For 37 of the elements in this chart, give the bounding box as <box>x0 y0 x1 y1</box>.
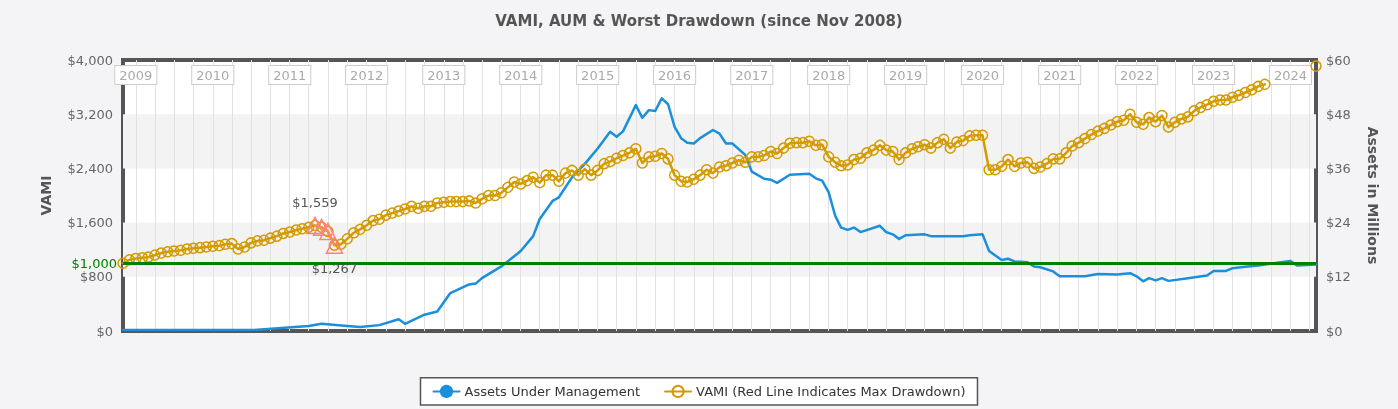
x-tick-label: 2015 <box>581 68 615 83</box>
y-tick-label: $1,600 <box>67 215 113 231</box>
x-tick-label: 2010 <box>196 68 230 83</box>
legend-label: Assets Under Management <box>464 383 641 399</box>
y-tick-label: $0 <box>96 323 113 339</box>
x-tick-label: 2009 <box>119 68 153 83</box>
y2-axis-title: Assets in Millions <box>1365 126 1381 265</box>
x-tick-label: 2016 <box>658 68 692 83</box>
y-tick-label: $800 <box>79 269 113 285</box>
y2-tick-label: $12 <box>1326 269 1351 285</box>
y2-tick-label: $60 <box>1326 52 1351 68</box>
x-tick-label: 2019 <box>889 68 923 83</box>
data-label: $1,559 <box>292 194 338 210</box>
y2-tick-label: $24 <box>1326 215 1351 231</box>
y-tick-label: $3,200 <box>67 106 113 122</box>
x-tick-label: 2021 <box>1043 68 1077 83</box>
x-tick-label: 2017 <box>735 68 769 83</box>
x-tick-label: 2023 <box>1197 68 1231 83</box>
y2-tick-label: $48 <box>1326 106 1351 122</box>
x-tick-label: 2013 <box>427 68 461 83</box>
x-tick-label: 2024 <box>1273 68 1308 83</box>
legend-label: VAMI (Red Line Indicates Max Drawdown) <box>696 383 966 399</box>
y-tick-label: $2,400 <box>67 160 113 176</box>
y2-tick-label: $36 <box>1326 160 1351 176</box>
chart-title: VAMI, AUM & Worst Drawdown (since Nov 2008) <box>495 11 903 30</box>
y-tick-label: $4,000 <box>67 52 113 68</box>
data-label: $1,267 <box>311 260 358 276</box>
x-tick-label: 2012 <box>350 68 384 83</box>
x-tick-label: 2020 <box>966 68 1000 83</box>
ref-line-label: $1,000 <box>71 255 117 271</box>
y2-tick-label: $0 <box>1326 323 1343 339</box>
line-series <box>121 97 1318 332</box>
x-tick-label: 2011 <box>273 68 307 83</box>
y-axis-title: VAMI <box>38 175 54 216</box>
x-tick-label: 2022 <box>1120 68 1154 83</box>
x-tick-label: 2018 <box>812 68 846 83</box>
x-tick-label: 2014 <box>504 68 538 83</box>
